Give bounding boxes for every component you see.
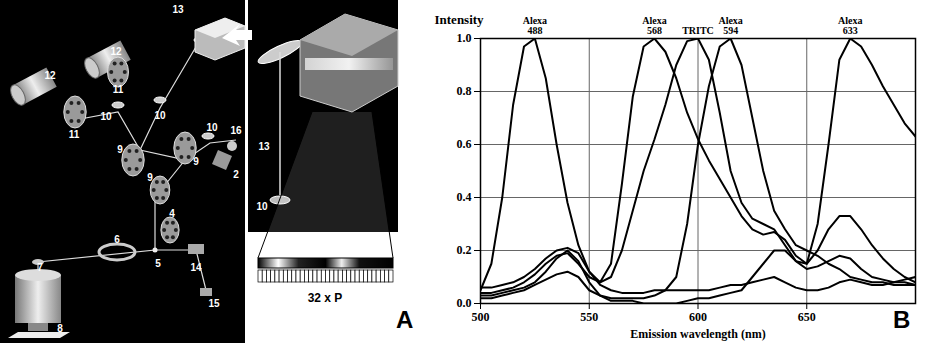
svg-text:0.0: 0.0 (457, 296, 472, 310)
svg-text:12: 12 (44, 70, 56, 81)
svg-text:0.4: 0.4 (457, 190, 472, 204)
svg-text:Alexa594: Alexa594 (718, 15, 742, 36)
svg-text:12: 12 (110, 46, 122, 57)
svg-text:500: 500 (472, 310, 490, 324)
svg-text:7: 7 (37, 262, 43, 273)
svg-text:13: 13 (172, 4, 184, 15)
svg-text:2: 2 (233, 169, 239, 180)
svg-text:5: 5 (155, 258, 161, 269)
svg-text:8: 8 (57, 323, 63, 334)
svg-text:0.8: 0.8 (457, 84, 472, 98)
html-text:A: A (396, 306, 414, 333)
svg-text:9: 9 (193, 156, 199, 167)
svg-text:32 x P: 32 x P (308, 291, 343, 305)
svg-text:650: 650 (798, 310, 816, 324)
svg-text:Alexa568: Alexa568 (642, 15, 666, 36)
svg-text:10: 10 (154, 110, 166, 121)
svg-text:10: 10 (100, 111, 112, 122)
svg-text:16: 16 (230, 125, 242, 136)
svg-text:10: 10 (256, 201, 268, 212)
html-text:B: B (893, 306, 911, 333)
svg-text:0.2: 0.2 (457, 243, 472, 257)
svg-text:Alexa633: Alexa633 (838, 15, 862, 36)
svg-text:550: 550 (580, 310, 598, 324)
svg-text:10: 10 (206, 122, 218, 133)
svg-text:4: 4 (169, 208, 175, 219)
svg-text:0.6: 0.6 (457, 137, 472, 151)
svg-text:15: 15 (208, 298, 220, 309)
svg-text:Emission wavelength (nm): Emission wavelength (nm) (630, 327, 765, 341)
svg-text:TRITC: TRITC (682, 25, 714, 36)
svg-text:600: 600 (689, 310, 707, 324)
svg-text:11: 11 (69, 129, 80, 140)
svg-text:14: 14 (190, 262, 202, 273)
svg-text:Intensity: Intensity (435, 12, 485, 27)
svg-text:6: 6 (114, 234, 120, 245)
svg-text:Alexa488: Alexa488 (523, 15, 547, 36)
svg-text:9: 9 (147, 172, 153, 183)
svg-text:11: 11 (113, 84, 124, 95)
svg-text:9: 9 (117, 144, 123, 155)
svg-text:1.0: 1.0 (457, 31, 472, 45)
svg-text:13: 13 (258, 141, 270, 152)
